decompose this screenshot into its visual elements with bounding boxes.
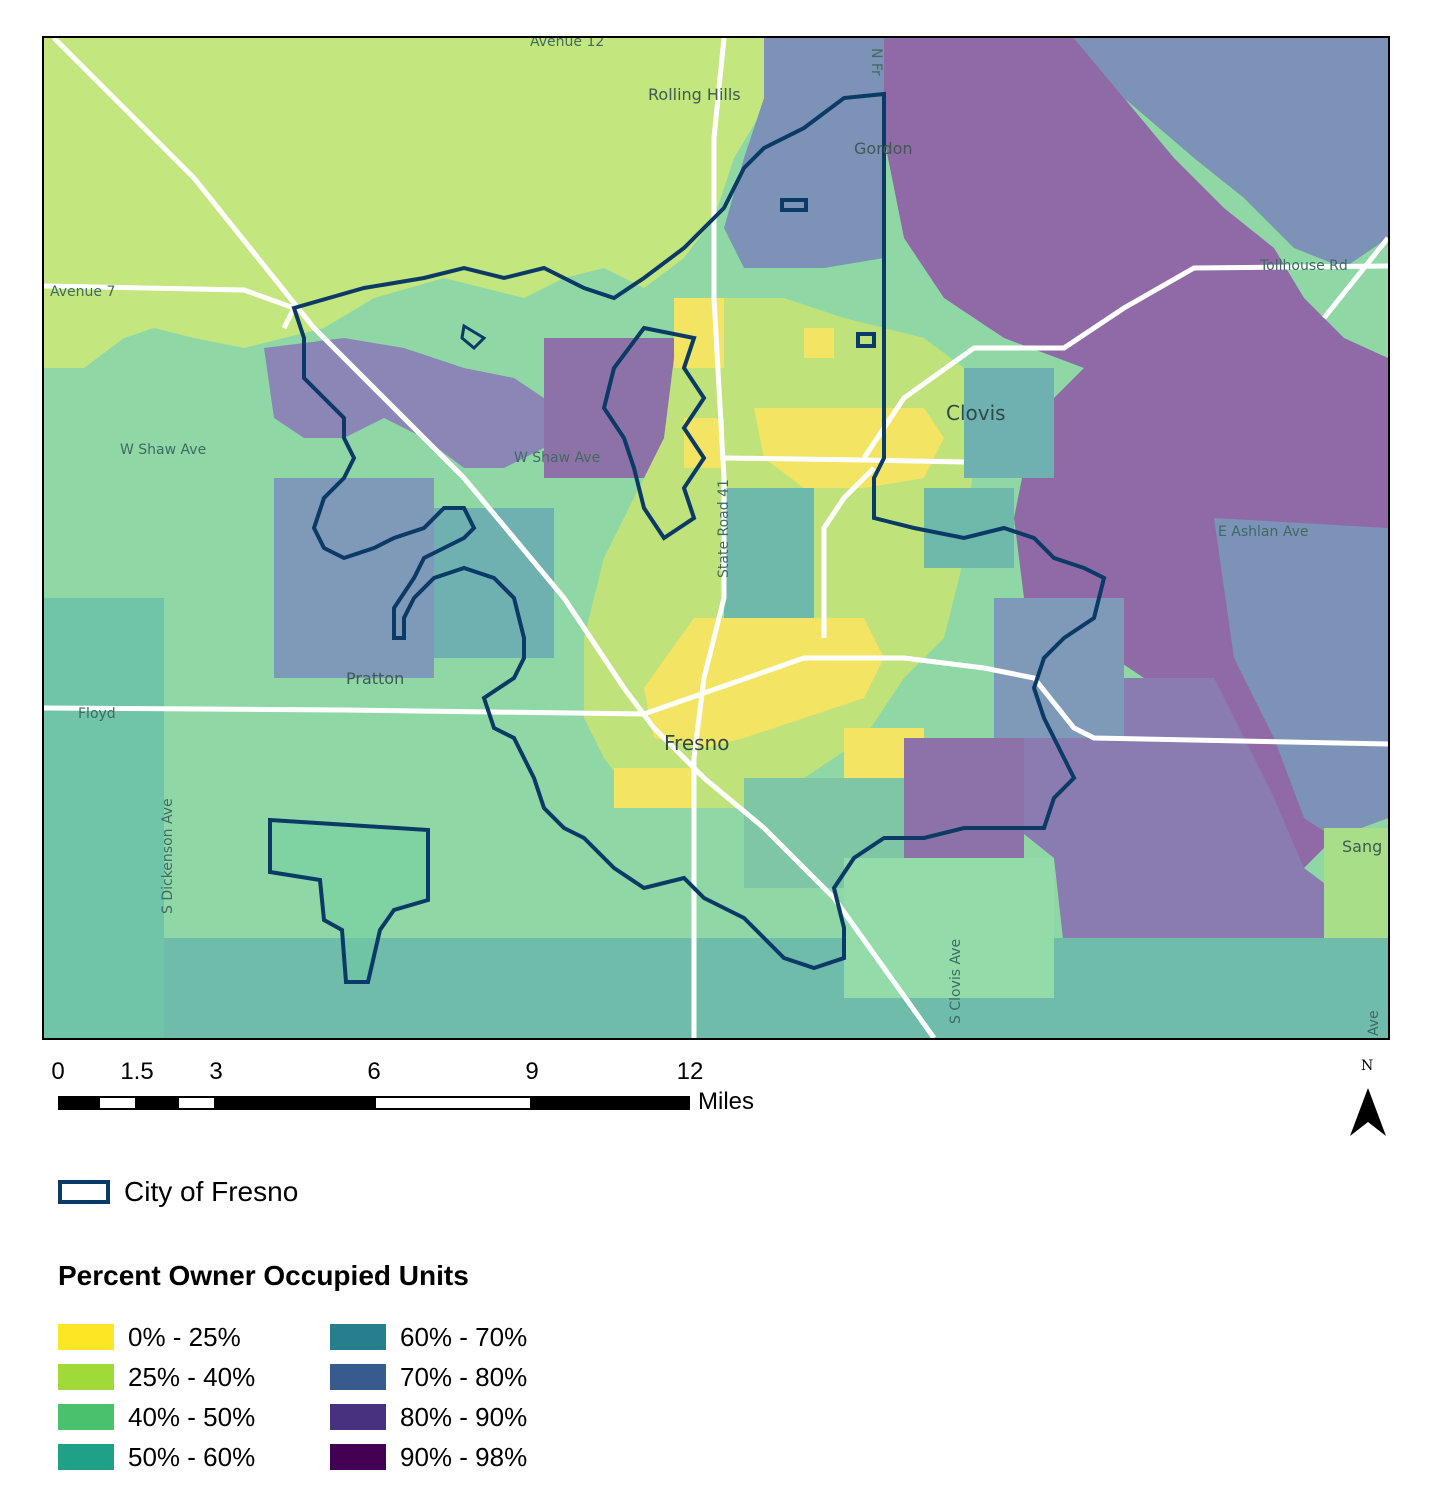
city-of-fresno-boundary-island-3 — [460, 323, 487, 351]
legend-swatch-50-60 — [58, 1444, 114, 1470]
scale-tick-1-5: 1.5 — [120, 1058, 154, 1085]
legend-swatch-80-90 — [330, 1404, 386, 1430]
boundary-label: City of Fresno — [124, 1176, 299, 1207]
tract-s-teal — [164, 938, 1388, 1038]
label-s-clovis-ave: S Clovis Ave — [948, 939, 964, 1024]
tract-sang-green — [1324, 828, 1388, 938]
label-gordon: Gordon — [854, 139, 913, 158]
label-state-road-41: State Road 41 — [716, 479, 732, 578]
legend-label: 50% - 60% — [128, 1442, 256, 1472]
legend-swatch-60-70 — [330, 1324, 386, 1350]
city-of-fresno-boundary-sw — [268, 817, 430, 984]
label-clovis: Clovis — [946, 401, 1006, 425]
north-letter: N — [1361, 1058, 1374, 1074]
road-network — [44, 38, 1388, 1038]
scale-tick-6: 6 — [367, 1058, 381, 1085]
label-ave-east: Ave — [1366, 1010, 1382, 1036]
label-avenue-7: Avenue 7 — [50, 284, 115, 300]
scale-seg-3 — [137, 1096, 177, 1110]
north-arrow-icon — [1350, 1088, 1386, 1136]
legend-label: 80% - 90% — [400, 1402, 528, 1432]
legend-swatch-90-98 — [330, 1444, 386, 1470]
label-sang: Sang — [1342, 837, 1382, 856]
legend-label: 25% - 40% — [128, 1362, 256, 1392]
tract-se-purple — [1004, 678, 1388, 948]
label-s-dickenson-ave: S Dickenson Ave — [160, 798, 176, 914]
city-of-fresno-boundary-part — [601, 325, 707, 541]
scale-tick-0: 0 — [51, 1058, 65, 1085]
city-of-fresno-boundary-island-1 — [780, 198, 808, 212]
map-frame[interactable]: Rolling Hills Gordon Clovis Pratton Fres… — [42, 36, 1390, 1040]
label-n-fr: N Fr — [868, 48, 884, 76]
legend-swatch-70-80 — [330, 1364, 386, 1390]
label-pratton: Pratton — [346, 669, 404, 688]
label-floyd: Floyd — [78, 706, 116, 722]
scale-tick-12: 12 — [676, 1058, 704, 1085]
scale-seg-7 — [532, 1096, 690, 1110]
label-w-shaw-ave-west: W Shaw Ave — [120, 442, 206, 458]
legend-swatch-25-40 — [58, 1364, 114, 1390]
tract-cw-teal — [434, 508, 554, 658]
tract-core-teal-1 — [724, 488, 814, 618]
label-rolling-hills: Rolling Hills — [648, 85, 741, 104]
tract-nw-light-green — [44, 38, 824, 368]
choropleth-map: Rolling Hills Gordon Clovis Pratton Fres… — [44, 38, 1388, 1038]
legend-label: 60% - 70% — [400, 1322, 528, 1352]
scale-seg-2 — [98, 1096, 137, 1110]
tract-cw-purple — [264, 338, 564, 468]
scale-tick-9: 9 — [525, 1058, 539, 1085]
legend-label: 70% - 80% — [400, 1362, 528, 1392]
label-e-ashlan-ave: E Ashlan Ave — [1218, 524, 1309, 540]
scale-unit: Miles — [698, 1088, 755, 1115]
scale-seg-1 — [58, 1096, 98, 1110]
legend-label: 40% - 50% — [128, 1402, 256, 1432]
tract-n-blue — [724, 38, 884, 268]
legend-label: 0% - 25% — [128, 1322, 241, 1352]
city-of-fresno-boundary[interactable] — [291, 91, 1107, 971]
north-arrow: N — [1348, 1058, 1388, 1142]
tract-yellow-5 — [644, 618, 884, 748]
tract-e-blue — [1214, 518, 1388, 838]
tract-ne-blue — [1074, 38, 1388, 268]
legend-swatch-0-25 — [58, 1324, 114, 1350]
scale-bar: 0 1.5 3 6 9 12 Miles — [40, 1058, 800, 1128]
label-w-shaw-ave-central: W Shaw Ave — [514, 450, 600, 466]
scale-seg-5 — [216, 1096, 374, 1110]
scale-tick-3: 3 — [209, 1058, 223, 1085]
tract-w-green — [44, 418, 274, 598]
tract-cw-blue — [274, 478, 434, 678]
tract-clovis-teal — [964, 368, 1054, 478]
tract-e-blue-2 — [994, 598, 1124, 738]
label-fresno: Fresno — [664, 731, 729, 755]
boundary-swatch — [58, 1180, 110, 1204]
scale-seg-6 — [374, 1096, 532, 1110]
tract-yellow-2 — [804, 328, 834, 358]
tract-yellow-6 — [614, 768, 694, 808]
city-of-fresno-boundary-island-2 — [856, 332, 876, 348]
legend-swatch-40-50 — [58, 1404, 114, 1430]
legend-title: Percent Owner Occupied Units — [58, 1260, 469, 1291]
legend-label: 90% - 98% — [400, 1442, 528, 1472]
tract-s-green-2 — [844, 858, 1054, 998]
tract-yellow-3 — [754, 408, 944, 488]
label-avenue-12: Avenue 12 — [530, 38, 604, 50]
scale-seg-4 — [177, 1096, 216, 1110]
tract-w-teal — [44, 598, 164, 1038]
label-tollhouse-rd: Tollhouse Rd — [1259, 258, 1348, 274]
